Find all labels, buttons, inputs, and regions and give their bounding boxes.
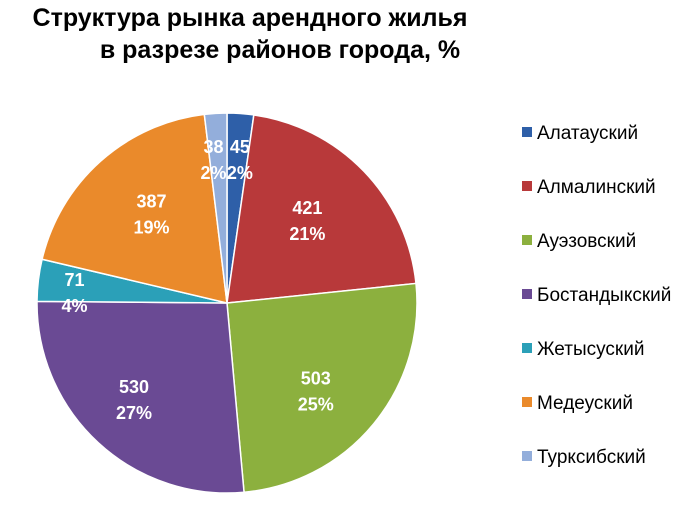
legend-label: Ауэзовский	[537, 231, 636, 252]
data-label-value: 421	[292, 198, 322, 218]
chart-title: Структура рынка арендного жилья в разрез…	[33, 4, 468, 64]
data-label-percent: 19%	[133, 218, 169, 238]
data-label-value: 38	[203, 137, 223, 157]
legend-swatch	[522, 181, 532, 191]
legend-item: Бостандыкский	[522, 285, 671, 306]
legend-label: Алмалинский	[537, 177, 656, 198]
legend-item: Медеуский	[522, 393, 633, 414]
pie-slice-2	[226, 114, 417, 304]
legend-label: Алатауский	[537, 123, 638, 144]
pie-slice-6	[41, 113, 228, 304]
pie-slice-4	[36, 300, 245, 494]
legend-item: Жетысуский	[522, 339, 644, 360]
data-label-value: 503	[301, 369, 331, 389]
data-label-value: 387	[136, 192, 166, 212]
legend-swatch	[522, 289, 532, 299]
data-label-value: 45	[230, 137, 250, 157]
data-label-percent: 2%	[227, 163, 253, 183]
legend-swatch	[522, 343, 532, 353]
legend-swatch	[522, 451, 532, 461]
pie-slice-7	[203, 112, 228, 304]
data-label-value: 71	[64, 270, 84, 290]
data-label-7: 382%	[200, 137, 226, 183]
data-label-5: 714%	[61, 270, 87, 316]
pie-slice-3	[226, 282, 418, 494]
chart-title-line-1: Структура рынка арендного жилья	[33, 4, 468, 32]
pie-slices	[36, 112, 418, 494]
legend-item: Ауэзовский	[522, 231, 636, 252]
data-label-1: 452%	[227, 137, 253, 183]
data-label-percent: 25%	[298, 395, 334, 415]
data-label-percent: 21%	[289, 224, 325, 244]
legend-item: Турксибский	[522, 447, 646, 468]
legend-label: Жетысуский	[537, 339, 644, 360]
data-label-percent: 27%	[116, 403, 152, 423]
legend-label: Медеуский	[537, 393, 633, 414]
data-label-value: 530	[119, 377, 149, 397]
legend-label: Бостандыкский	[537, 285, 671, 306]
legend-label: Турксибский	[537, 447, 646, 468]
legend-item: Алмалинский	[522, 177, 656, 198]
data-label-percent: 4%	[61, 296, 87, 316]
legend-item: Алатауский	[522, 123, 638, 144]
chart-title-line-2: в разрезе районов города, %	[100, 36, 460, 64]
legend-swatch	[522, 235, 532, 245]
data-label-percent: 2%	[200, 163, 226, 183]
legend-swatch	[522, 397, 532, 407]
chart-legend: Алатауский Алмалинский Ауэзовский Бостандык…	[522, 123, 671, 468]
legend-swatch	[522, 127, 532, 137]
